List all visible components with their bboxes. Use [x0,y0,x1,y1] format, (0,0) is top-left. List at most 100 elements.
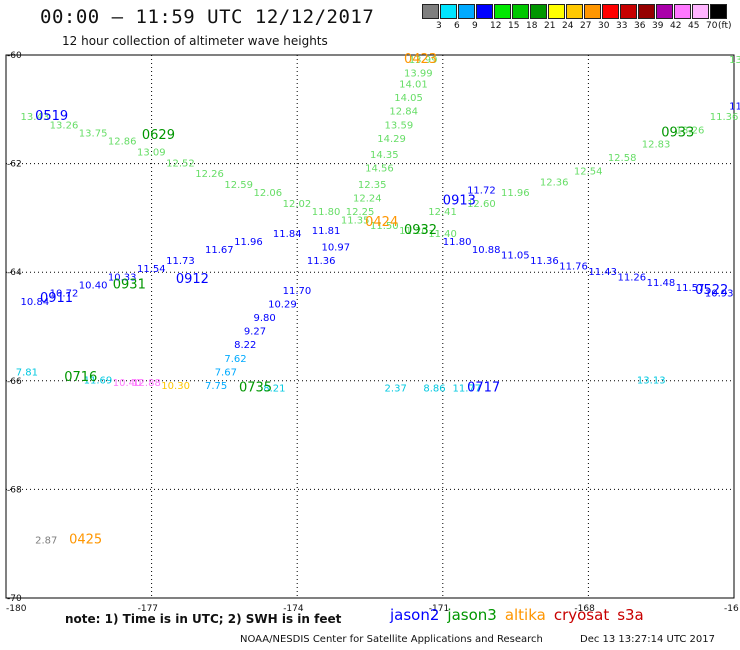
swh-value-label: 12.83 [642,139,671,150]
swh-value-label: 12.35 [358,180,387,191]
swh-value-label: 11.43 [588,267,617,278]
y-tick-label: -64 [7,268,22,278]
swh-value-label: 11.80 [443,237,472,248]
colorbar-swatch [566,4,583,19]
pass-time-label: 0425 [69,533,102,548]
pass-time-label: 0735 [239,381,272,396]
x-tick-label: -16 [724,604,739,614]
footer-credit: NOAA/NESDIS Center for Satellite Applica… [240,634,543,645]
colorbar-label: 3 [436,21,442,31]
swh-value-label: 8.22 [234,340,256,351]
footer-note: note: 1) Time is in UTC; 2) SWH is in fe… [65,612,342,626]
swh-value-label: 11.96 [234,237,263,248]
swh-value-label: 12.58 [608,153,637,164]
swh-value-label: 11.36 [530,256,559,267]
legend-entry: jason3 [447,606,497,624]
colorbar-swatch [584,4,601,19]
swh-value-label: 13.43 [21,112,50,123]
swh-value-label: 11.69 [84,376,113,387]
x-tick-label: -180 [6,604,27,614]
swh-value-label: 9.80 [254,313,276,324]
pass-time-label: 0519 [35,109,68,124]
swh-value-label: 12.24 [353,194,382,205]
swh-value-label: 7.67 [215,367,237,378]
swh-value-label: 14.05 [394,93,423,104]
satellite-legend: jason2 jason3 altika cryosat s3a [390,606,652,624]
colorbar-label: 21 [544,21,556,31]
legend-entry: s3a [617,606,644,624]
pass-time-label: 0912 [176,272,209,287]
swh-value-label: 13 [729,55,740,66]
pass-time-label: 0931 [113,277,146,292]
legend-entry: cryosat [553,606,610,624]
colorbar-label: 30 [598,21,610,31]
colorbar-unit: (ft) [718,21,732,31]
pass-time-label: 0424 [365,215,398,230]
colorbar-swatch [530,4,547,19]
pass-time-label: 0629 [142,128,175,143]
colorbar-swatch [548,4,565,19]
swh-value-label: 10.93 [705,289,734,300]
swh-value-label: 13.59 [385,120,414,131]
colorbar-label: 36 [634,21,646,31]
x-tick-label: -174 [283,604,304,614]
colorbar-swatch [602,4,619,19]
pass-time-label: 0522 [695,283,728,298]
colorbar-label: 33 [616,21,628,31]
pass-time-label: 0913 [443,193,476,208]
colorbar-label: 9 [472,21,478,31]
swh-value-label: 12.84 [389,107,418,118]
swh-value-label: 11.81 [312,226,341,237]
swh-value-label: 11.70 [283,286,312,297]
swh-value-label: 12.52 [166,158,195,169]
swh-value-label: 12.06 [254,188,283,199]
swh-value-label: 11.80 [312,207,341,218]
colorbar-swatch [422,4,439,19]
colorbar-swatch [710,4,727,19]
swh-value-label: 10.72 [50,289,79,300]
pass-time-label: 0933 [661,125,694,140]
y-tick-label: -68 [7,485,22,495]
swh-value-label: 11.05 [501,251,530,262]
colorbar-label: 70 [706,21,718,31]
swh-value-label: 12.26 [195,169,224,180]
x-tick-label: -168 [574,604,595,614]
legend-entry: altika [504,606,546,624]
swh-value-label: 12.59 [224,180,253,191]
x-tick-label: -171 [429,604,449,614]
swh-value-label: 11.36 [710,112,739,123]
y-tick-label: -60 [7,51,22,61]
swh-value-label: 7.81 [16,367,38,378]
pass-time-label: 0716 [64,370,97,385]
swh-value-label: 10.40 [113,378,142,389]
colorbar-swatch [674,4,691,19]
pass-time-label: 0911 [40,291,73,306]
y-tick-label: -70 [7,594,22,604]
swh-value-label: 12.88 [132,378,161,389]
colorbar-swatch [620,4,637,19]
swh-value-label: 10.40 [79,280,108,291]
swh-value-label: 11.77 [453,384,482,395]
swh-value-label: 11.57 [676,283,705,294]
pass-time-label: 0423 [404,52,437,67]
swh-value-label: 12.02 [283,199,312,210]
swh-value-label: 14.56 [365,164,394,175]
colorbar-label: 45 [688,21,700,31]
y-tick-label: -66 [7,377,22,387]
swh-value-label: 14.35 [370,150,399,161]
swh-value-label: 11.36 [307,256,336,267]
colorbar-label: 24 [562,21,574,31]
swh-value-label: 10.29 [268,299,297,310]
page-title: 00:00 – 11:59 UTC 12/12/2017 [40,6,375,28]
colorbar-swatch [512,4,529,19]
page-subtitle: 12 hour collection of altimeter wave hei… [62,34,328,48]
swh-value-label: 13.13 [637,376,666,387]
swh-value-label: 9.27 [244,327,266,338]
swh-value-label: 7.75 [205,381,227,392]
swh-value-label: 12.36 [540,177,569,188]
y-tick-label: -62 [7,160,22,170]
swh-value-label: 12.41 [428,207,457,218]
swh-value-label: 11.76 [559,261,588,272]
colorbar-label: 18 [526,21,538,31]
